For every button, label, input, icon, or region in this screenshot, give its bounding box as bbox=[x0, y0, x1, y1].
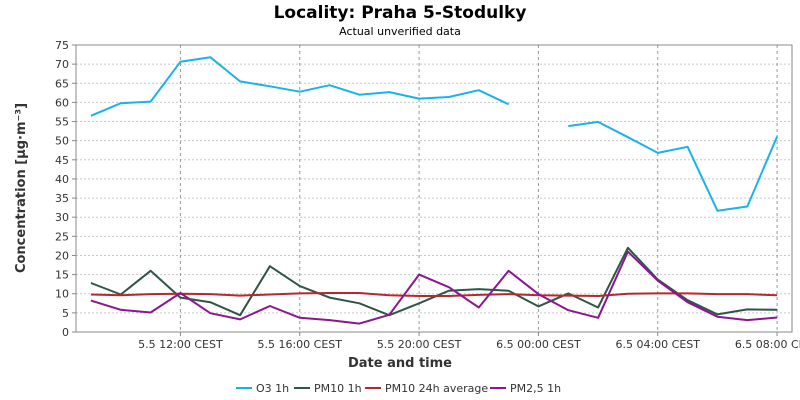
y-tick-label: 20 bbox=[55, 249, 69, 262]
y-tick-label: 35 bbox=[55, 192, 69, 205]
x-tick-label: 5.5 12:00 CEST bbox=[138, 338, 223, 351]
y-tick-label: 70 bbox=[55, 58, 69, 71]
x-axis-label: Date and time bbox=[348, 356, 452, 371]
y-tick-label: 40 bbox=[55, 173, 69, 186]
axes: 0 5 10 15 20 25 30 35 40 45 50 55 60 65 70 75 5.5 12:00 … bbox=[55, 39, 800, 351]
x-tick-label: 6.5 04:00 CEST bbox=[615, 338, 700, 351]
y-axis-label: Concentration [µg·m⁻³] bbox=[14, 103, 29, 273]
y-tick-label: 50 bbox=[55, 135, 69, 148]
y-tick-label: 5 bbox=[62, 307, 69, 320]
series-line-o3-1h bbox=[568, 120, 779, 212]
x-tick-label: 6.5 08:00 CEST bbox=[735, 338, 800, 351]
y-tick-label: 30 bbox=[55, 211, 69, 224]
y-tick-label: 15 bbox=[55, 269, 69, 282]
legend-label-o3-1h: O3 1h bbox=[256, 382, 289, 395]
x-tick-label: 5.5 16:00 CEST bbox=[257, 338, 342, 351]
y-tick-label: 55 bbox=[55, 116, 69, 129]
series-lines bbox=[90, 56, 779, 325]
y-tick-label: 65 bbox=[55, 77, 69, 90]
y-tick-label: 60 bbox=[55, 96, 69, 109]
legend-label-pm10-24h-average: PM10 24h average bbox=[385, 382, 488, 395]
series-line-o3-1h bbox=[90, 56, 510, 117]
y-tick-label: 0 bbox=[62, 326, 69, 339]
series-line-pm10-24h-average bbox=[90, 292, 778, 297]
legend-label-pm2-5-1h: PM2,5 1h bbox=[510, 382, 561, 395]
legend: O3 1h PM10 1h PM10 24h average PM2,5 1h bbox=[236, 382, 561, 395]
legend-label-pm10-1h: PM10 1h bbox=[314, 382, 362, 395]
plot-area-frame bbox=[75, 44, 793, 333]
x-tick-label: 6.5 00:00 CEST bbox=[496, 338, 581, 351]
chart-title: Locality: Praha 5-Stodulky bbox=[274, 3, 527, 23]
y-tick-label: 75 bbox=[55, 39, 69, 52]
y-tick-label: 10 bbox=[55, 288, 69, 301]
y-tick-label: 25 bbox=[55, 230, 69, 243]
chart-subtitle: Actual unverified data bbox=[339, 25, 461, 38]
y-tick-label: 45 bbox=[55, 154, 69, 167]
x-tick-label: 5.5 20:00 CEST bbox=[377, 338, 462, 351]
series-line-pm2-5-1h bbox=[90, 250, 778, 325]
